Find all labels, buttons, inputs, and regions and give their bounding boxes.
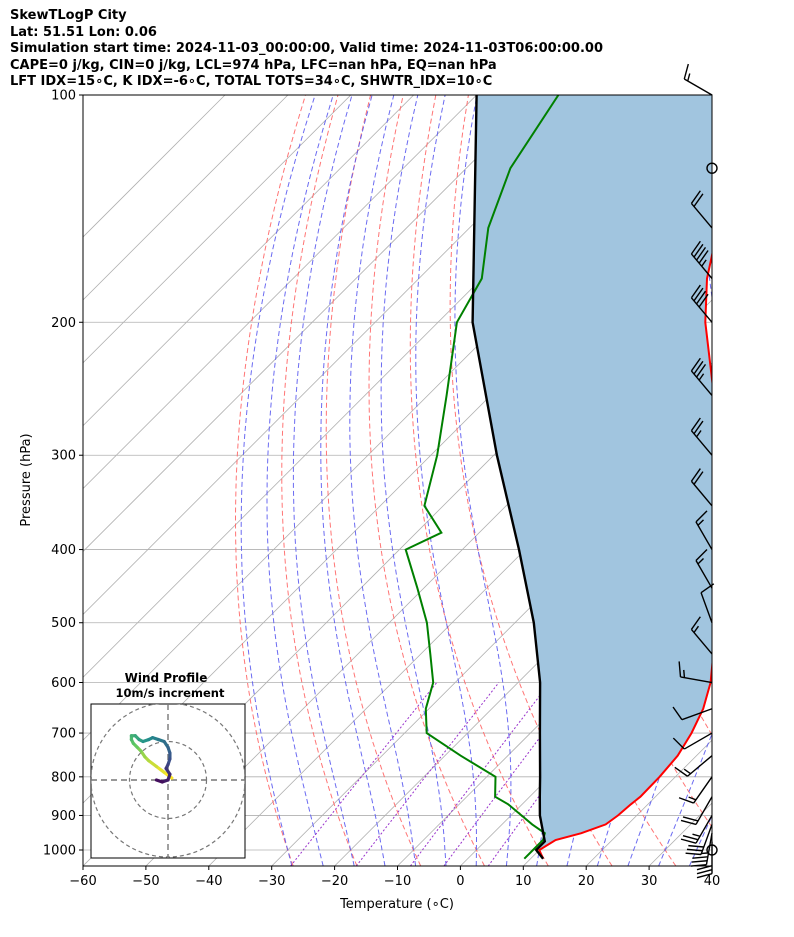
- isotherm-line: [83, 95, 352, 364]
- x-axis: −60 −50 −40 −30 −20 −10 0 10 20 30 40: [69, 866, 720, 889]
- isotherm-line: [83, 95, 477, 490]
- wind-barb: [683, 63, 713, 96]
- isotherm-line: [83, 95, 289, 301]
- hodograph: Wind Profile 10m/s increment: [90, 671, 246, 859]
- x-tick-label: −10: [384, 874, 411, 889]
- y-axis: 100 200 300 400 500 600 700 800 900 1000: [43, 89, 83, 859]
- hodograph-trace: [147, 759, 159, 769]
- moist-adiabat-line: [380, 95, 447, 866]
- wind-barb: [695, 549, 713, 589]
- station-name: SkewTLogP City: [10, 8, 127, 23]
- location-line: Lat: 51.51 Lon: 0.06: [10, 24, 157, 40]
- chart-header: SkewTLogP City Lat: 51.51 Lon: 0.06 Simu…: [10, 8, 603, 91]
- wind-barb: [690, 357, 713, 396]
- wind-barb: [690, 417, 713, 456]
- wind-barb: [695, 510, 713, 550]
- wind-barb: [678, 776, 713, 804]
- moist-adiabat-line: [349, 95, 417, 866]
- wind-barb: [690, 240, 713, 279]
- parcel-params-line: CAPE=0 j/kg, CIN=0 j/kg, LCL=974 hPa, LF…: [10, 57, 497, 73]
- dry-adiabat-line: [449, 95, 613, 866]
- x-tick-label: −30: [258, 874, 285, 889]
- y-tick-label: 1000: [43, 844, 76, 859]
- y-tick-label: 300: [51, 449, 76, 464]
- y-tick-label: 700: [51, 727, 76, 742]
- stability-indices-line: LFT IDX=15∘C, K IDX=-6∘C, TOTAL TOTS=34∘…: [10, 74, 493, 89]
- x-tick-label: 40: [704, 874, 721, 889]
- dry-adiabat-line: [762, 95, 794, 866]
- x-tick-label: −40: [195, 874, 222, 889]
- isotherm-line: [83, 95, 414, 427]
- mixing-ratio-line: [409, 682, 551, 866]
- y-tick-label: 900: [51, 809, 76, 824]
- hodograph-trace: [154, 764, 166, 774]
- moist-adiabat-line: [266, 95, 334, 866]
- isotherm-line: [83, 95, 540, 553]
- cape-cin-fill: [472, 95, 712, 850]
- isotherm-line: [83, 95, 226, 238]
- x-tick-label: −20: [321, 874, 348, 889]
- y-tick-label: 800: [51, 770, 76, 785]
- wind-barbs: [672, 63, 718, 879]
- dry-adiabat-line: [281, 95, 358, 866]
- dry-adiabat-line: [729, 95, 794, 866]
- x-tick-label: −60: [69, 874, 96, 889]
- moist-adiabat-line: [454, 95, 512, 866]
- wind-barb: [690, 284, 713, 323]
- wind-barb: [696, 841, 713, 879]
- wind-barb: [672, 732, 713, 750]
- isotherm-line: [397, 550, 712, 866]
- dry-adiabat-line: [409, 95, 549, 866]
- parcel-line: [471, 95, 547, 860]
- wind-barb: [685, 824, 713, 856]
- wind-barb: [680, 796, 713, 826]
- dry-adiabat-line: [368, 95, 485, 866]
- y-tick-label: 100: [51, 89, 76, 104]
- moist-adiabat-line: [292, 95, 355, 866]
- wind-barb: [680, 815, 713, 844]
- hodograph-title: Wind Profile: [125, 671, 208, 685]
- moist-adiabat-line: [240, 95, 316, 866]
- hodograph-trace: [154, 778, 164, 784]
- y-axis-label: Pressure (hPa): [19, 433, 34, 526]
- moist-adiabat-line: [658, 732, 712, 866]
- wind-barb: [678, 661, 713, 684]
- isotherm-line: [334, 488, 712, 866]
- y-tick-label: 400: [51, 543, 76, 558]
- y-tick-label: 200: [51, 316, 76, 331]
- dry-adiabat-line: [235, 95, 306, 866]
- dewpoint-line: [404, 95, 560, 860]
- time-line: Simulation start time: 2024-11-03_00:00:…: [10, 41, 603, 56]
- x-tick-label: 30: [641, 874, 658, 889]
- wind-barb: [690, 468, 713, 507]
- x-axis-label: Temperature (∘C): [339, 897, 454, 912]
- wind-barb: [672, 706, 713, 721]
- wind-barb: [690, 616, 713, 655]
- y-tick-label: 500: [51, 616, 76, 631]
- y-tick-label: 600: [51, 676, 76, 691]
- isotherm-line: [711, 865, 712, 866]
- x-tick-label: −50: [132, 874, 159, 889]
- hodograph-subtitle: 10m/s increment: [116, 686, 225, 700]
- moist-adiabat-line: [415, 95, 477, 866]
- moist-adiabat-line: [320, 95, 386, 866]
- wind-barb: [700, 583, 715, 623]
- cin-area: [472, 95, 712, 850]
- wind-barb: [706, 162, 718, 174]
- x-tick-label: 20: [578, 874, 595, 889]
- x-tick-label: 10: [515, 874, 532, 889]
- dry-adiabat-line: [325, 95, 422, 866]
- wind-barb: [690, 190, 713, 229]
- wind-barb: [674, 755, 713, 777]
- x-tick-label: 0: [456, 874, 464, 889]
- mixing-ratio-line: [290, 682, 438, 866]
